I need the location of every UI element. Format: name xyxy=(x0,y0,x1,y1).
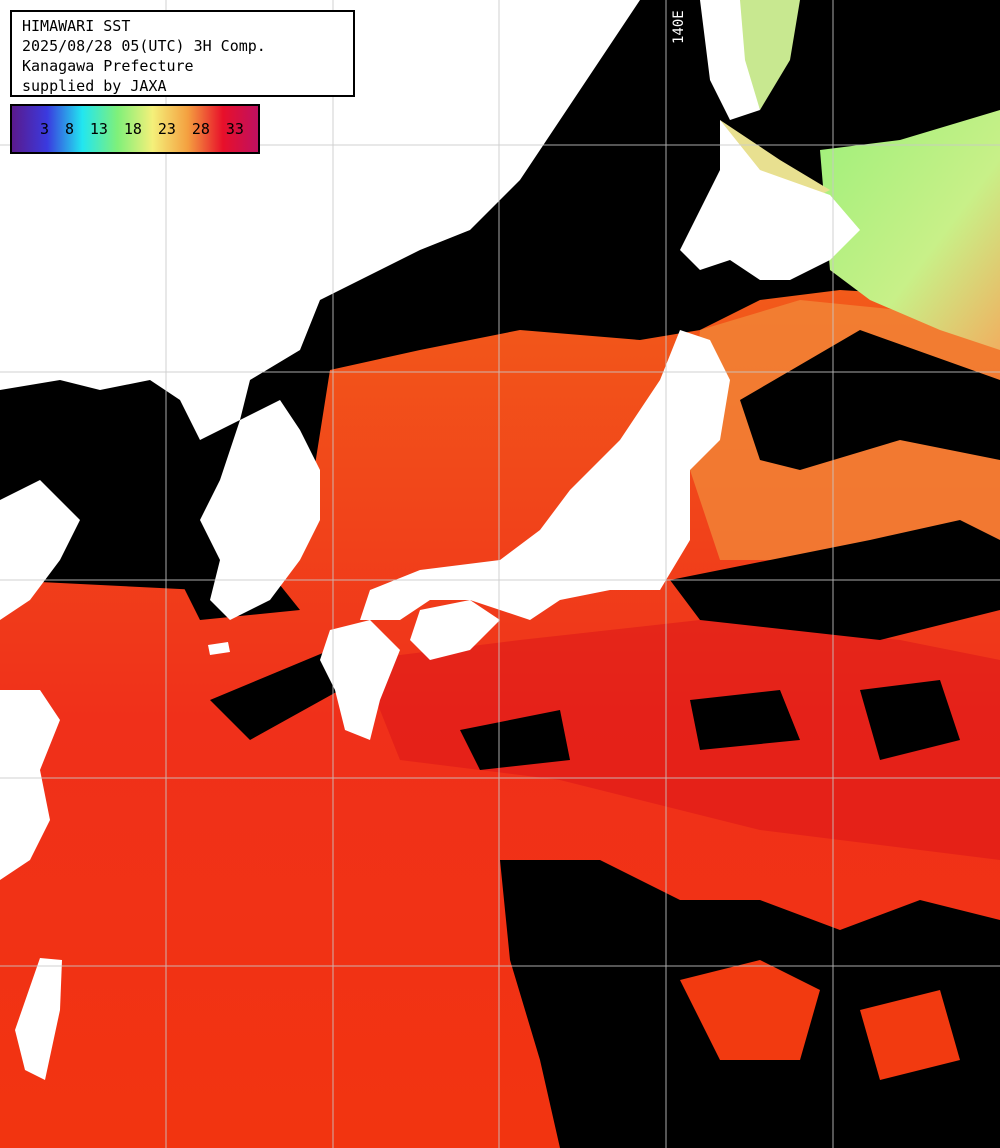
land-honshu xyxy=(360,330,730,620)
product-title: HIMAWARI SST xyxy=(22,17,131,35)
legend-tick: 28 xyxy=(191,119,210,138)
land-china-coast xyxy=(0,480,80,620)
land-shikoku xyxy=(410,600,500,660)
region-label: Kanagawa Prefecture xyxy=(22,57,194,75)
legend-tick: 8 xyxy=(64,119,74,138)
legend-tick: 23 xyxy=(157,119,176,138)
cloud-patch xyxy=(690,690,800,750)
lat-label-30n: 30N xyxy=(12,761,38,777)
cloud-patch xyxy=(680,960,820,1060)
cloud-patch xyxy=(860,680,960,760)
legend-tick: 3 xyxy=(39,119,49,138)
legend-ticks: 3 8 13 18 23 28 33 xyxy=(12,106,258,152)
land-kyushu xyxy=(320,620,400,740)
cloud-patch xyxy=(460,710,570,770)
cloud-patch xyxy=(860,990,960,1080)
sea-area-north-cool xyxy=(820,110,1000,350)
lat-label-40n: 40N xyxy=(12,354,38,370)
legend-tick: 13 xyxy=(89,119,108,138)
land-sado xyxy=(400,128,430,165)
title-box: HIMAWARI SST 2025/08/28 05(UTC) 3H Comp.… xyxy=(10,10,355,97)
color-scale-legend: 3 8 13 18 23 28 33 xyxy=(10,104,260,154)
lon-label-140e: 140E xyxy=(671,10,687,44)
sea-area-north-strip xyxy=(720,120,830,200)
sea-area-hot-band xyxy=(360,620,1000,860)
land-china-east xyxy=(0,690,60,880)
legend-tick: 18 xyxy=(123,119,142,138)
credit-label: supplied by JAXA xyxy=(22,77,167,95)
land-korea xyxy=(200,400,320,620)
sea-area-north-strip xyxy=(740,0,800,110)
land-taiwan xyxy=(15,958,62,1080)
land-hokkaido xyxy=(680,120,860,280)
land-island-small xyxy=(208,642,230,655)
cloud-patch xyxy=(740,330,1000,470)
legend-tick: 33 xyxy=(225,119,244,138)
cloud-patch xyxy=(210,650,340,740)
land-sakhalin xyxy=(700,0,760,120)
timestamp-label: 2025/08/28 05(UTC) 3H Comp. xyxy=(22,37,266,55)
